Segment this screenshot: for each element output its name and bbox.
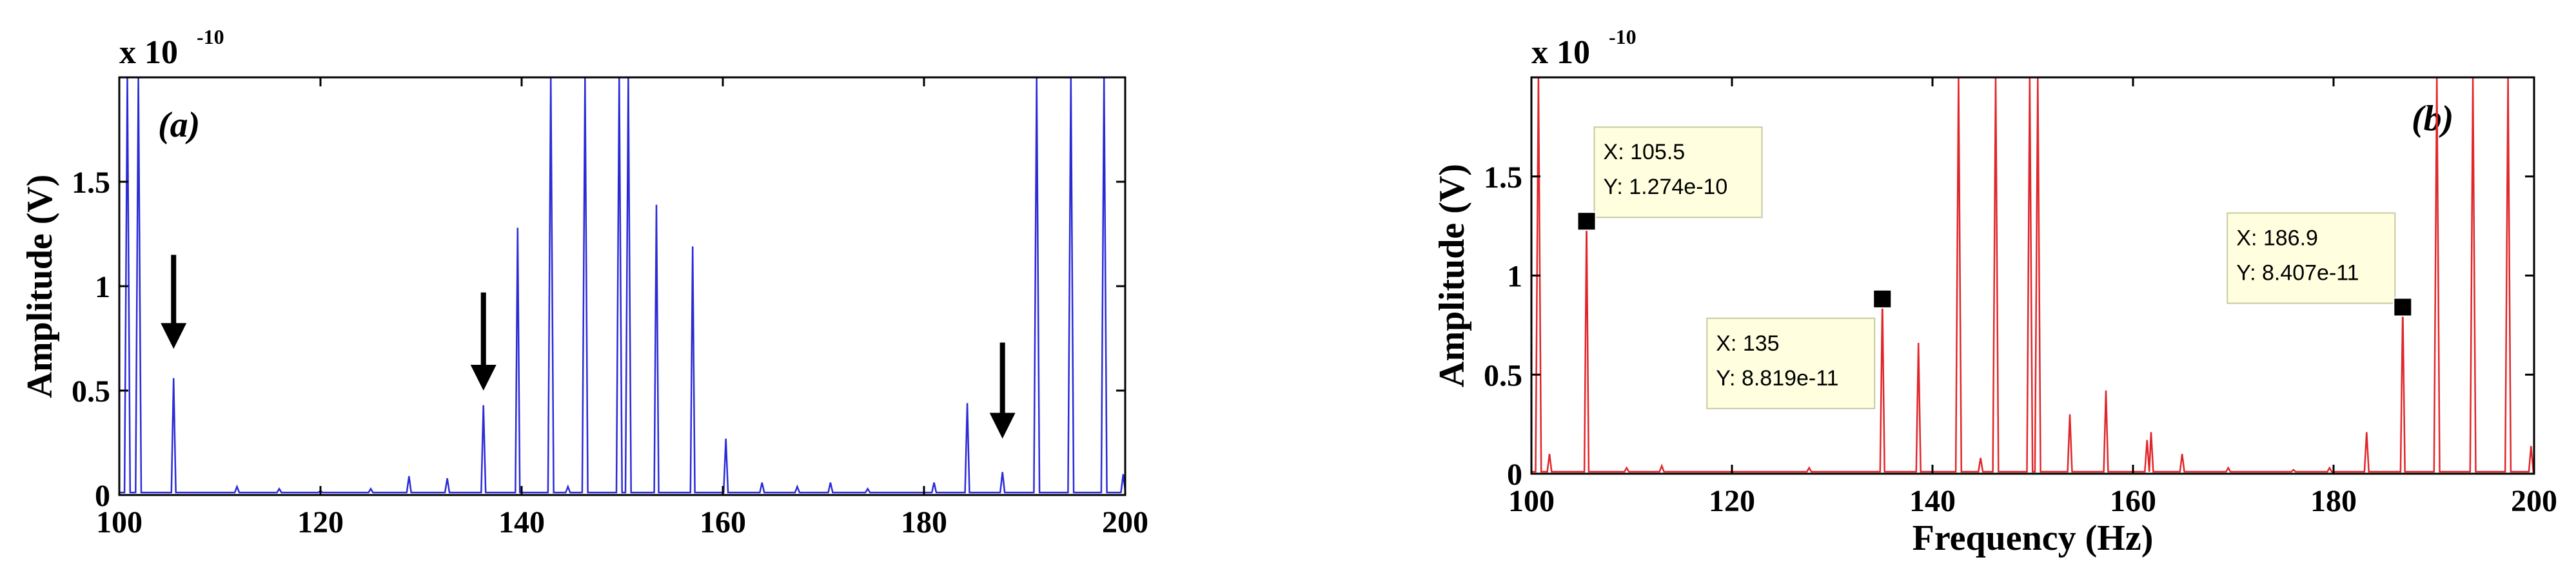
panel-b-x-tick-label: 160 xyxy=(2110,484,2156,518)
panel-b-x-axis-title: Frequency (Hz) xyxy=(1912,518,2154,558)
panel-a-arrow-head xyxy=(989,413,1016,439)
panel-b-x-tick-label: 140 xyxy=(1909,484,1956,518)
datatip-y-label: Y: 8.407e-11 xyxy=(2236,260,2359,285)
panel-b-y-exponent: x 10 xyxy=(1531,34,1590,71)
datatip-x-label: X: 186.9 xyxy=(2236,226,2318,250)
datatip-marker[interactable] xyxy=(1873,289,1893,309)
panel-a-x-tick-label: 100 xyxy=(96,505,143,539)
panel-a-y-tick-label: 1 xyxy=(95,270,110,304)
panel-b-y-exponent-power: -10 xyxy=(1609,25,1637,48)
datatip-marker[interactable] xyxy=(1577,211,1597,231)
panel-a-spectrum-line xyxy=(119,77,1126,494)
datatip-x-label: X: 105.5 xyxy=(1604,140,1686,164)
panel-b-x-tick-label: 200 xyxy=(2511,484,2557,518)
datatip-3[interactable]: X: 186.9 Y: 8.407e-11 xyxy=(2227,212,2413,317)
panel-b-x-tick-label: 100 xyxy=(1508,484,1555,518)
panel-b-chart: x 10 -10 Amplitude (V) Frequency (Hz) (b… xyxy=(1432,25,2557,558)
panel-a-y-tick-label: 0.5 xyxy=(72,374,110,409)
panel-b-y-tick-label: 1 xyxy=(1507,260,1522,294)
panel-b-x-tick-label: 180 xyxy=(2310,484,2357,518)
datatip-x-label: X: 135 xyxy=(1716,331,1779,356)
panel-a-x-tick-label: 160 xyxy=(700,505,746,539)
datatip-y-label: Y: 8.819e-11 xyxy=(1716,366,1838,391)
panel-a-y-axis-title: Amplitude (V) xyxy=(20,175,60,398)
datatip-1[interactable]: X: 105.5 Y: 1.274e-10 xyxy=(1577,126,1763,231)
datatip-y-label: Y: 1.274e-10 xyxy=(1604,175,1728,199)
panel-a-y-tick-label: 0 xyxy=(95,479,110,513)
panel-b-spectrum-line xyxy=(1531,77,2535,473)
panel-a-arrow-head xyxy=(161,323,187,349)
datatip-marker[interactable] xyxy=(2393,297,2413,317)
panel-a-x-tick-label: 200 xyxy=(1102,505,1148,539)
panel-a-label: (a) xyxy=(158,105,200,145)
panel-b-y-tick-label: 0.5 xyxy=(1484,358,1522,393)
panel-a-y-tick-label: 1.5 xyxy=(72,166,110,200)
datatip-box xyxy=(1593,126,1763,219)
panel-b-y-tick-label: 1.5 xyxy=(1484,160,1522,195)
panel-b-label: (b) xyxy=(2412,99,2453,139)
datatip-2[interactable]: X: 135 Y: 8.819e-11 xyxy=(1706,289,1893,409)
panel-a-x-tick-label: 140 xyxy=(498,505,545,539)
datatip-box xyxy=(2227,212,2396,304)
panel-a-y-exponent-power: -10 xyxy=(197,25,224,48)
panel-a-x-tick-label: 180 xyxy=(901,505,947,539)
panel-b-y-tick-label: 0 xyxy=(1507,458,1522,492)
panel-a-x-tick-label: 120 xyxy=(297,505,344,539)
panel-a-chart: x 10 -10 Amplitude (V) (a) 100 120 140 160 1… xyxy=(20,25,1148,539)
panel-a-y-exponent: x 10 xyxy=(119,34,178,71)
datatip-box xyxy=(1706,317,1876,409)
panel-b-x-tick-label: 120 xyxy=(1709,484,1755,518)
panel-b-y-axis-title: Amplitude (V) xyxy=(1432,164,1472,387)
panel-a-arrow-head xyxy=(470,365,497,391)
